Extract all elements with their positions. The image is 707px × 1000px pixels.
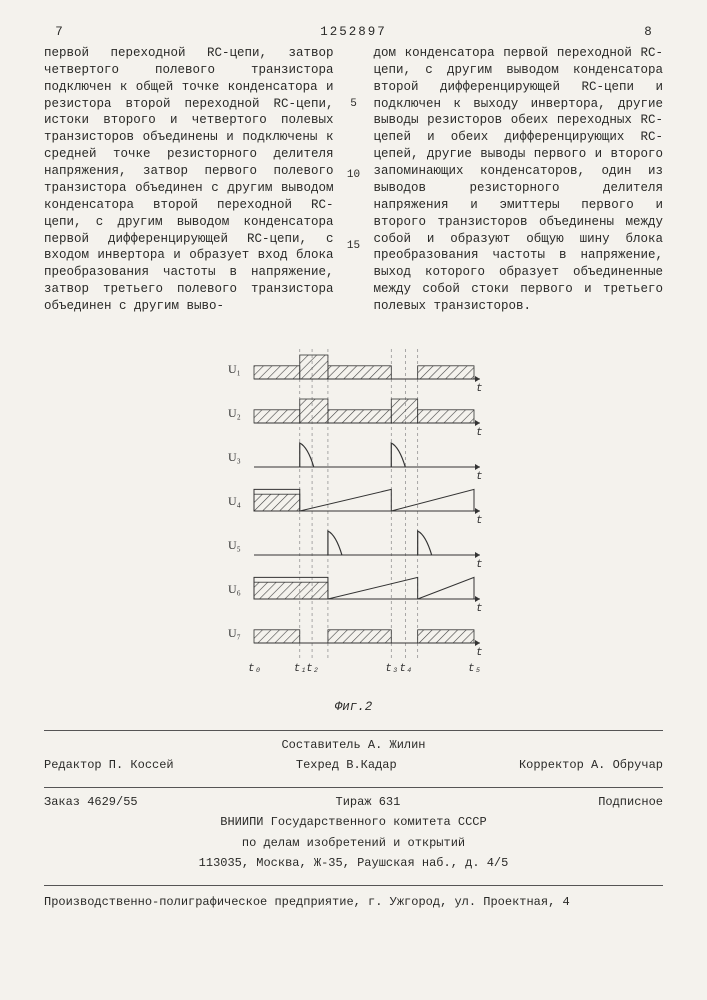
text-columns: первой переходной RC-цепи, затвор четвер… (44, 45, 663, 315)
page-number-left: 7 (44, 24, 74, 41)
page-header: 7 1252897 8 (44, 24, 663, 41)
svg-text:U₃: U₃ (228, 450, 241, 464)
print-row: Заказ 4629/55 Тираж 631 Подписное (44, 794, 663, 810)
page-number-right: 8 (633, 24, 663, 41)
divider (44, 787, 663, 788)
line-mark: 10 (344, 168, 364, 183)
figure-caption: Фиг.2 (44, 699, 663, 716)
svg-text:t: t (476, 515, 483, 527)
svg-text:t₃: t₃ (385, 663, 398, 675)
column-right: дом конденсатора первой переходной RC-це… (374, 45, 664, 315)
editorial-row: Редактор П. Коссей Техред В.Кадар Коррек… (44, 757, 663, 773)
svg-text:U₅: U₅ (228, 538, 241, 552)
column-left: первой переходной RC-цепи, затвор четвер… (44, 45, 334, 315)
tirage: Тираж 631 (336, 794, 401, 810)
page-root: 7 1252897 8 первой переходной RC-цепи, з… (0, 0, 707, 1000)
divider (44, 730, 663, 731)
org-line-1: ВНИИПИ Государственного комитета СССР (44, 814, 663, 830)
svg-text:t: t (476, 383, 483, 395)
tech-editor: Техред В.Кадар (296, 757, 397, 773)
svg-text:U₆: U₆ (228, 582, 241, 596)
print-shop: Производственно-полиграфическое предприя… (44, 894, 663, 910)
svg-text:t₁: t₁ (293, 663, 306, 675)
org-line-2: по делам изобретений и открытий (44, 835, 663, 851)
document-number: 1252897 (74, 24, 633, 41)
subscription: Подписное (598, 794, 663, 810)
corrector: Корректор А. Обручар (519, 757, 663, 773)
svg-text:U₂: U₂ (228, 406, 241, 420)
line-mark: 5 (344, 97, 364, 112)
svg-text:t₀: t₀ (248, 663, 261, 675)
timing-diagram: U₁ t U₂ t U₃ t U₄ t U₅ t U₆ t U₇ t t₀ t₁t₂ t₃t₄ t₅ (224, 337, 484, 697)
line-number-gutter: 5 10 15 (344, 45, 364, 315)
svg-text:t₂: t₂ (306, 663, 319, 675)
org-address: 113035, Москва, Ж-35, Раушская наб., д. … (44, 855, 663, 871)
svg-text:t₄: t₄ (399, 663, 412, 675)
editor: Редактор П. Коссей (44, 757, 174, 773)
svg-text:t₅: t₅ (468, 663, 481, 675)
svg-text:U₁: U₁ (228, 362, 241, 376)
svg-text:t: t (476, 427, 483, 439)
svg-text:U₇: U₇ (228, 626, 241, 640)
svg-text:t: t (476, 471, 483, 483)
order-number: Заказ 4629/55 (44, 794, 138, 810)
svg-text:t: t (476, 559, 483, 571)
svg-text:t: t (476, 647, 483, 659)
divider (44, 885, 663, 886)
svg-text:t: t (476, 603, 483, 615)
svg-text:U₄: U₄ (228, 494, 241, 508)
compiler-line: Составитель А. Жилин (44, 737, 663, 753)
line-mark: 15 (344, 239, 364, 254)
